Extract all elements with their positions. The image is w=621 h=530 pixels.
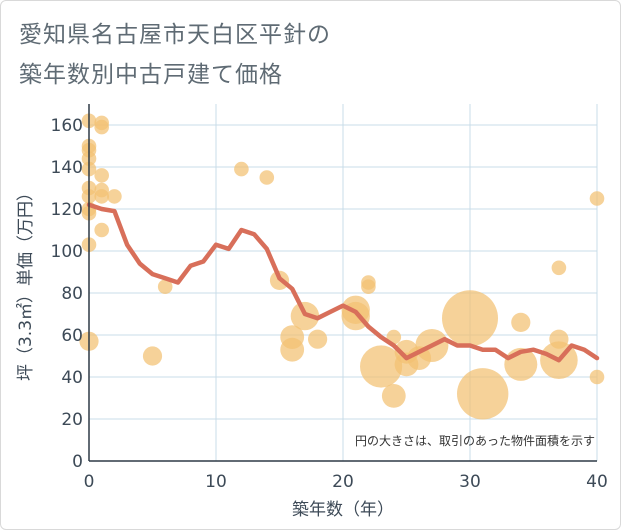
y-tick-label: 60 xyxy=(61,326,83,346)
bubble-layer xyxy=(79,113,605,420)
trend-line xyxy=(86,202,600,363)
transaction-bubble xyxy=(457,368,509,420)
transaction-bubble xyxy=(551,260,567,276)
y-tick-label: 80 xyxy=(61,284,83,304)
label-layer: 0 20 40 60 80 100 120 140 160 0 10 20 30 40 築年数（年） 坪（3.… xyxy=(16,116,608,520)
x-tick-label: 20 xyxy=(332,472,354,492)
transaction-bubble xyxy=(142,346,163,366)
axis-layer xyxy=(88,104,597,462)
x-tick-label: 30 xyxy=(459,472,481,492)
transaction-bubble xyxy=(360,345,403,388)
transaction-bubble xyxy=(589,191,605,206)
transaction-bubble xyxy=(381,384,406,408)
transaction-bubble xyxy=(107,189,122,204)
transaction-bubble xyxy=(94,189,109,204)
bubble-size-note: 円の大きさは、取引のあった物件面積を示す xyxy=(355,433,595,448)
transaction-bubble xyxy=(280,337,305,362)
chart-title-line2: 築年数別中古戸建て価格 xyxy=(19,62,283,88)
transaction-bubble xyxy=(259,170,275,185)
y-tick-label: 40 xyxy=(61,368,83,388)
trend-line-layer xyxy=(86,202,600,363)
x-axis-title: 築年数（年） xyxy=(292,500,394,520)
x-tick-label: 10 xyxy=(205,472,227,492)
y-tick-label: 140 xyxy=(51,158,83,178)
chart-title-line1: 愛知県名古屋市天白区平針の xyxy=(19,22,331,48)
transaction-bubble xyxy=(94,168,109,183)
x-tick-label: 40 xyxy=(586,472,608,492)
y-axis-title: 坪（3.3㎡）単価（万円） xyxy=(16,184,36,381)
y-tick-label: 120 xyxy=(51,200,83,220)
y-tick-label: 0 xyxy=(72,452,83,472)
transaction-bubble xyxy=(157,279,173,295)
y-tick-label: 160 xyxy=(51,116,83,136)
transaction-bubble xyxy=(94,119,109,135)
x-tick-label: 0 xyxy=(84,472,95,492)
transaction-bubble xyxy=(308,329,328,349)
grid-layer xyxy=(89,104,598,461)
transaction-bubble xyxy=(361,279,376,295)
transaction-bubble xyxy=(589,369,605,385)
transaction-bubble xyxy=(442,290,498,347)
transaction-bubble xyxy=(94,222,109,238)
y-tick-label: 100 xyxy=(51,242,83,262)
transaction-bubble xyxy=(511,312,531,332)
transaction-bubble xyxy=(234,161,249,177)
y-tick-label: 20 xyxy=(61,410,83,430)
